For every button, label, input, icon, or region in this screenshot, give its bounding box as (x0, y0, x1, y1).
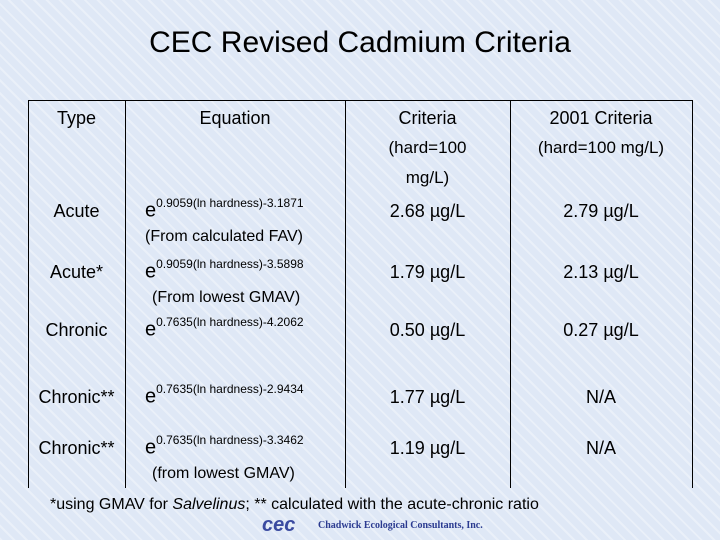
row-type: Acute* (49, 262, 104, 282)
header-line: (hard=100 mg/L) (537, 138, 665, 157)
footnote-species: Salvelinus (172, 496, 246, 513)
header-line: 2001 Criteria (549, 108, 653, 128)
logo-text: Chadwick Ecological Consultants, Inc. (318, 520, 483, 531)
row-type: Chronic** (38, 438, 115, 458)
criteria-2001-value: N/A (585, 387, 616, 407)
equation: e0.9059(ln hardness)-3.1871 (145, 196, 304, 223)
equation-base: e (145, 385, 157, 408)
footnote: *using GMAV for Salvelinus; ** calculate… (50, 496, 539, 514)
criteria-2001-value: 0.27 µg/L (563, 320, 639, 340)
footnote-text: ; ** calculated with the acute-chronic r… (245, 496, 539, 513)
equation-exponent: 0.9059(ln hardness)-3.5898 (156, 257, 304, 271)
header-line: Equation (199, 108, 271, 128)
row-type: Chronic** (38, 387, 115, 407)
equation-exponent: 0.7635(ln hardness)-2.9434 (156, 382, 304, 396)
equation-note: (From calculated FAV) (145, 228, 303, 245)
column-header: 2001 Criteria (hard=100 mg/L) (510, 103, 692, 163)
column-divider (510, 100, 511, 488)
equation-exponent: 0.7635(ln hardness)-4.2062 (156, 315, 304, 329)
table-border (28, 100, 692, 101)
equation: e0.9059(ln hardness)-3.5898 (145, 257, 304, 284)
equation: e0.7635(ln hardness)-3.3462 (145, 433, 304, 460)
column-header: Criteria (hard=100 mg/L) (345, 103, 510, 193)
logo-mark: cec (262, 514, 296, 536)
criteria-2001-value: 2.13 µg/L (563, 262, 639, 282)
criteria-value: 1.77 µg/L (389, 387, 466, 407)
equation-exponent: 0.7635(ln hardness)-3.3462 (156, 433, 304, 447)
equation: e0.7635(ln hardness)-2.9434 (145, 382, 304, 409)
equation-note: (From lowest GMAV) (152, 289, 301, 306)
equation-base: e (145, 260, 157, 283)
criteria-value: 1.79 µg/L (389, 262, 466, 282)
equation-base: e (145, 318, 157, 341)
column-divider (345, 100, 346, 488)
criteria-value: 2.68 µg/L (389, 201, 466, 221)
row-type: Acute (53, 201, 100, 221)
header-line: mg/L) (405, 168, 450, 187)
equation: e0.7635(ln hardness)-4.2062 (145, 315, 304, 342)
header-line: (hard=100 (388, 138, 467, 157)
criteria-value: 1.19 µg/L (389, 438, 466, 458)
column-header: Type (28, 103, 125, 133)
table-border (28, 100, 29, 488)
column-header: Equation (125, 103, 345, 133)
equation-base: e (145, 436, 157, 459)
header-line: Criteria (398, 108, 457, 128)
row-type: Chronic (45, 320, 108, 340)
table-border (692, 100, 693, 488)
slide-title: CEC Revised Cadmium Criteria (149, 26, 571, 59)
equation-exponent: 0.9059(ln hardness)-3.1871 (156, 196, 304, 210)
criteria-2001-value: N/A (585, 438, 616, 458)
criteria-2001-value: 2.79 µg/L (563, 201, 639, 221)
equation-base: e (145, 199, 157, 222)
footnote-text: *using GMAV for (50, 496, 173, 513)
column-divider (125, 100, 126, 488)
header-line: Type (56, 108, 97, 128)
equation-note: (from lowest GMAV) (152, 465, 295, 482)
criteria-value: 0.50 µg/L (389, 320, 466, 340)
